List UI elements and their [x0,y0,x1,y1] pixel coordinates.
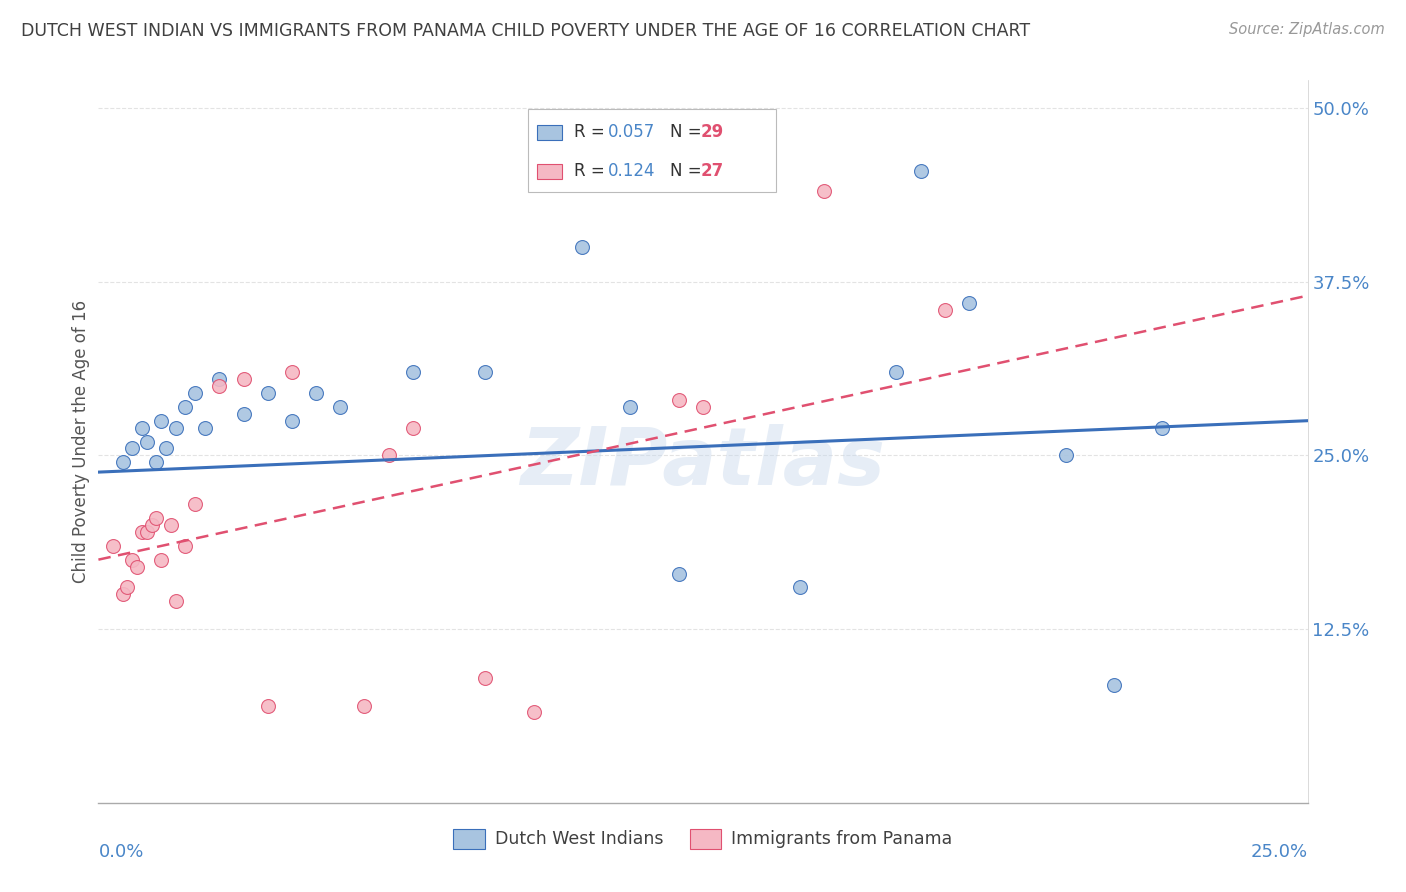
Point [127,559,149,574]
Point [174,539,197,553]
Text: 29: 29 [700,123,724,142]
Text: N =: N = [671,162,707,180]
Point [141,517,163,532]
Point [329,400,352,414]
Point [208,379,231,393]
Point [281,414,304,428]
Text: 25.0%: 25.0% [1250,843,1308,861]
Point [668,566,690,581]
Point [886,365,908,379]
Point [184,385,207,400]
Point [208,372,231,386]
Point [131,524,153,539]
Point [910,163,932,178]
Y-axis label: Child Poverty Under the Age of 16: Child Poverty Under the Age of 16 [72,300,90,583]
Point [145,455,167,469]
Point [692,400,714,414]
Point [101,539,124,553]
Point [1102,678,1125,692]
Point [402,420,425,434]
Text: 0.124: 0.124 [607,162,655,180]
Text: 27: 27 [700,162,724,180]
Point [789,581,811,595]
Point [135,434,157,449]
Point [523,706,546,720]
Point [165,420,187,434]
Point [184,497,207,511]
Text: 0.057: 0.057 [607,123,655,142]
Point [256,698,278,713]
Point [194,420,217,434]
Point [232,407,254,421]
Point [281,365,304,379]
Text: R =: R = [574,123,610,142]
Point [668,392,690,407]
Point [377,449,399,463]
Point [135,524,157,539]
Point [813,185,835,199]
Point [474,365,496,379]
Text: DUTCH WEST INDIAN VS IMMIGRANTS FROM PANAMA CHILD POVERTY UNDER THE AGE OF 16 CO: DUTCH WEST INDIAN VS IMMIGRANTS FROM PAN… [21,22,1031,40]
Point [165,594,187,608]
Point [353,698,375,713]
Point [174,400,197,414]
FancyBboxPatch shape [527,109,776,193]
Point [232,372,254,386]
Point [121,552,143,566]
Point [111,587,134,601]
FancyBboxPatch shape [537,125,561,140]
Point [155,442,177,456]
Point [957,295,980,310]
Point [117,581,139,595]
Point [150,414,173,428]
Text: R =: R = [574,162,610,180]
Point [402,365,425,379]
Point [145,511,167,525]
Point [305,385,328,400]
Text: ZIPatlas: ZIPatlas [520,425,886,502]
Point [256,385,278,400]
Point [474,671,496,685]
Point [160,517,183,532]
Text: N =: N = [671,123,707,142]
Point [150,552,173,566]
FancyBboxPatch shape [537,164,561,178]
Text: 0.0%: 0.0% [98,843,143,861]
Point [131,420,153,434]
Point [619,400,641,414]
Point [1152,420,1174,434]
Point [121,442,143,456]
Point [571,240,593,254]
Point [934,302,956,317]
Text: Source: ZipAtlas.com: Source: ZipAtlas.com [1229,22,1385,37]
Point [111,455,134,469]
Legend: Dutch West Indians, Immigrants from Panama: Dutch West Indians, Immigrants from Pana… [447,822,959,855]
Point [1054,449,1077,463]
